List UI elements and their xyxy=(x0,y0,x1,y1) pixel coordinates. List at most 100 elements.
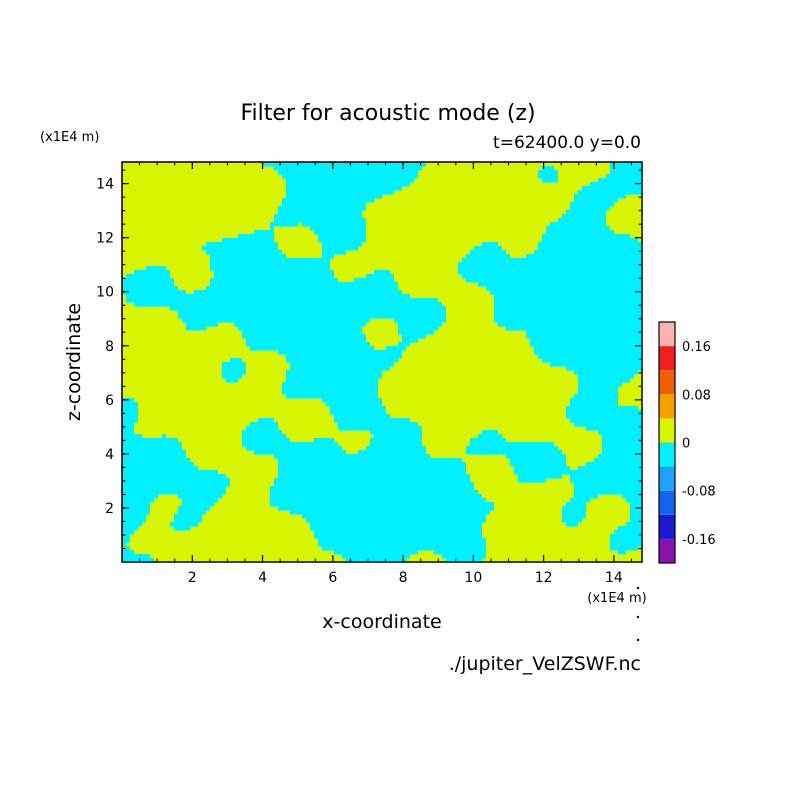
field-region-negative xyxy=(366,274,394,279)
field-region-negative xyxy=(278,210,362,215)
field-region-negative xyxy=(278,350,402,355)
field-region-negative xyxy=(578,374,634,379)
field-region-negative xyxy=(594,458,642,463)
colorbar-swatch xyxy=(659,370,675,395)
field-region-negative xyxy=(238,234,274,239)
field-region-negative xyxy=(466,254,510,259)
colorbar-tick-label: 0 xyxy=(682,437,690,452)
field-region-negative xyxy=(574,198,618,203)
field-region-negative xyxy=(194,290,402,295)
field-region-negative xyxy=(538,170,558,175)
field-region-negative xyxy=(526,334,642,339)
field-region-negative xyxy=(178,314,446,319)
field-region-negative xyxy=(586,426,642,431)
y-tick-label: 8 xyxy=(105,339,114,355)
field-region-negative xyxy=(122,410,138,415)
field-region-negative xyxy=(278,458,462,463)
x-tick-label: 14 xyxy=(605,570,623,586)
field-region-negative xyxy=(478,282,642,287)
field-region-negative xyxy=(222,362,246,367)
field-region-negative xyxy=(466,278,642,283)
field-region-negative xyxy=(322,254,334,259)
field-region-negative xyxy=(122,486,226,491)
field-region-negative xyxy=(318,234,366,239)
field-region-negative xyxy=(270,486,474,491)
field-region-negative xyxy=(122,538,130,543)
field-region-negative xyxy=(122,498,154,503)
field-region-negative xyxy=(126,294,410,299)
field-region-negative xyxy=(178,494,222,499)
x-tick-label: 10 xyxy=(464,570,482,586)
field-region-negative xyxy=(146,266,166,271)
field-region-negative xyxy=(134,302,442,307)
field-region-negative xyxy=(566,406,638,411)
field-region-negative xyxy=(610,170,642,175)
field-region-negative xyxy=(482,242,498,247)
field-region-negative xyxy=(246,338,366,343)
field-region-negative xyxy=(590,182,642,187)
x-unit-label: (x1E4 m) xyxy=(587,591,646,606)
field-region-negative xyxy=(570,498,590,503)
field-region-negative xyxy=(542,166,554,171)
field-region-negative xyxy=(286,358,398,363)
field-region-negative xyxy=(122,534,130,539)
field-region-negative xyxy=(250,346,374,351)
colorbar-swatch xyxy=(659,490,675,515)
field-region-negative xyxy=(122,462,194,467)
field-region-negative xyxy=(186,326,206,331)
field-region-negative xyxy=(122,522,142,527)
field-region-negative xyxy=(602,450,642,455)
field-region-negative xyxy=(202,246,278,251)
field-region-negative xyxy=(558,218,606,223)
field-region-negative xyxy=(170,522,198,527)
field-region-negative xyxy=(254,450,346,455)
field-region-negative xyxy=(562,518,582,523)
field-region-negative xyxy=(566,414,642,419)
field-region-negative xyxy=(318,542,486,547)
field-region-negative xyxy=(122,474,226,479)
field-region-negative xyxy=(602,438,642,443)
field-region-negative xyxy=(286,178,414,183)
field-region-negative xyxy=(242,438,290,443)
colorbar-tick-label: 0.08 xyxy=(682,388,711,403)
field-region-negative xyxy=(566,410,642,415)
field-region-negative xyxy=(534,350,642,355)
field-region-negative xyxy=(470,442,554,447)
field-region-negative xyxy=(162,434,166,439)
field-region-negative xyxy=(314,534,482,539)
field-region-negative xyxy=(586,462,642,467)
field-region-negative xyxy=(286,370,382,375)
field-region-negative xyxy=(282,382,378,387)
field-region-negative xyxy=(322,398,382,403)
field-region-negative xyxy=(602,446,642,451)
field-region-negative xyxy=(482,430,498,435)
field-region-negative xyxy=(534,250,642,255)
field-region-negative xyxy=(442,554,486,559)
field-region-negative xyxy=(626,522,642,527)
field-region-negative xyxy=(494,310,642,315)
field-region-negative xyxy=(614,530,642,535)
field-region-negative xyxy=(566,210,606,215)
field-region-negative xyxy=(286,194,382,199)
marker-dot xyxy=(636,615,640,619)
field-region-negative xyxy=(494,302,642,307)
field-region-negative xyxy=(514,466,570,471)
field-region-negative xyxy=(122,494,158,499)
field-region-negative xyxy=(626,498,642,503)
field-region-negative xyxy=(542,234,630,239)
x-tick-label: 2 xyxy=(188,570,197,586)
field-region-negative xyxy=(630,518,642,523)
y-axis-label: z-coordinate xyxy=(63,303,85,421)
field-region-negative xyxy=(174,526,190,531)
field-region-negative xyxy=(222,370,246,375)
field-region-negative xyxy=(122,438,178,443)
field-region-negative xyxy=(630,510,642,515)
x-tick-label: 8 xyxy=(399,570,408,586)
y-tick-label: 6 xyxy=(105,393,114,409)
field-region-negative xyxy=(494,306,642,311)
field-region-negative xyxy=(574,486,642,491)
field-region-negative xyxy=(122,526,138,531)
field-region-negative xyxy=(182,318,370,323)
field-region-negative xyxy=(122,446,182,451)
field-region-negative xyxy=(122,470,218,475)
